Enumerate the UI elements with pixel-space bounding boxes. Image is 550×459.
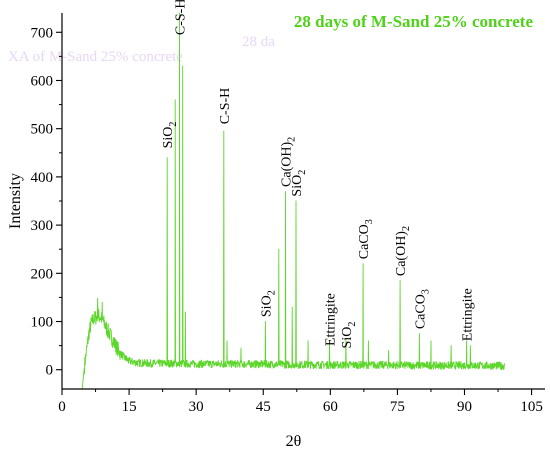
y-tick-label: 300 bbox=[31, 218, 54, 234]
x-axis-title: 2θ bbox=[286, 433, 302, 450]
peak-label: CaCO3 bbox=[357, 219, 375, 259]
peak-label: Ettringite bbox=[461, 288, 476, 341]
ghost-text: XA of M-Sand 25% concrete bbox=[8, 49, 183, 65]
y-tick-label: 600 bbox=[31, 73, 54, 89]
peak-label: CaCO3 bbox=[413, 289, 431, 329]
x-tick-label: 15 bbox=[122, 399, 137, 415]
ghost-text-layer: XA of M-Sand 25% concrete 28 da bbox=[8, 34, 275, 65]
y-tick-label: 400 bbox=[31, 170, 54, 186]
peak-label: SiO2 bbox=[290, 170, 308, 197]
ticks-layer: 0 15 30 45 60 75 90 105 0 100 200 300 400 500 600 700 bbox=[31, 25, 543, 415]
ghost-text: 28 da bbox=[242, 34, 275, 50]
y-tick-label: 200 bbox=[31, 266, 54, 282]
peak-label: C-S-H bbox=[174, 0, 189, 35]
x-tick-label: 90 bbox=[457, 399, 472, 415]
x-tick-label: 0 bbox=[58, 399, 66, 415]
y-tick-label: 100 bbox=[31, 315, 54, 331]
y-axis-title: Intensity bbox=[7, 173, 24, 229]
y-tick-label: 0 bbox=[46, 363, 54, 379]
x-tick-label: 30 bbox=[189, 399, 204, 415]
x-tick-label: 60 bbox=[323, 399, 338, 415]
xrd-trace-layer bbox=[81, 12, 505, 390]
peak-label: Ca(OH)2 bbox=[394, 226, 412, 276]
xrd-trace bbox=[81, 12, 505, 390]
x-tick-label: 105 bbox=[520, 399, 543, 415]
peak-label: SiO2 bbox=[161, 122, 179, 149]
peak-label: SiO2 bbox=[340, 322, 358, 349]
peak-label: Ettringite bbox=[323, 293, 338, 346]
x-tick-label: 75 bbox=[390, 399, 405, 415]
y-tick-label: 500 bbox=[31, 122, 54, 138]
peak-label: C-S-H bbox=[218, 88, 233, 125]
peak-label: SiO2 bbox=[259, 290, 277, 317]
y-tick-label: 700 bbox=[31, 25, 54, 41]
peak-label: Ca(OH)2 bbox=[280, 137, 298, 187]
chart-title: 28 days of M-Sand 25% concrete bbox=[294, 12, 534, 31]
x-tick-label: 45 bbox=[256, 399, 271, 415]
